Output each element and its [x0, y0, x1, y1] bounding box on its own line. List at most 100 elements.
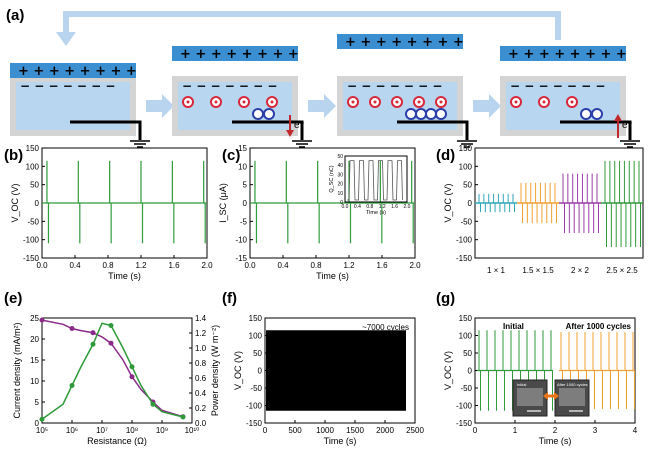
- panel-label-g: (g): [436, 290, 455, 307]
- photo-inset: Initial After 1000 cycles: [512, 379, 590, 417]
- y-axis-label: Current density (mA/m²): [12, 322, 22, 418]
- x-tick-label: 10¹⁰: [185, 426, 200, 435]
- top-plate: [10, 63, 136, 78]
- series-point: [150, 401, 156, 407]
- step-arrow: [308, 94, 336, 118]
- ion-red-core: [395, 100, 399, 104]
- panel-label-a: (a): [6, 7, 24, 24]
- x-tick-label: 10⁸: [126, 426, 138, 435]
- electrode: [232, 120, 304, 140]
- series-point: [180, 414, 186, 420]
- chart-c: -15 -10 -5 0 5 10 15 0.0 0.4 0.8 1.2 1.6 2.0 Time (s)…: [218, 144, 421, 281]
- category-label: 1.5 × 1.5: [522, 266, 554, 275]
- ion-red-core: [270, 100, 274, 104]
- y-tick-label: -100: [456, 402, 473, 411]
- y-tick-label: 100: [26, 162, 40, 171]
- series-point: [129, 374, 135, 380]
- x-tick-label: 1.2: [135, 261, 147, 270]
- x-tick-label: 1.2: [343, 261, 355, 270]
- category-label: 1 × 1: [487, 266, 506, 275]
- y-tick-label: 100: [459, 162, 473, 171]
- y-tick-label: -150: [456, 254, 473, 263]
- y-axis-label: I_SC (μA): [218, 183, 228, 223]
- plus-signs: + + + + + + + +: [18, 64, 137, 79]
- y-axis-label: V_OC (V): [443, 351, 453, 390]
- y-tick-label: 50: [253, 349, 262, 358]
- chart-d: -150 -100 -50 0 50 100 150 V_OC (V) 1 × 1 1.5 × 1…: [443, 144, 644, 275]
- swap-arrow-right: [554, 392, 559, 400]
- y-tick-label: 50: [463, 349, 472, 358]
- inset-y-tick-label: 0: [340, 200, 343, 206]
- inset-chart: 0 10 20 30 40 50 0.0 0.4 0.8 1.2 1.6 2.0 Time (s) Q_S…: [329, 154, 411, 216]
- x-axis-label: Time (s): [539, 436, 572, 446]
- series-point: [90, 330, 96, 336]
- series-point: [39, 416, 45, 422]
- ion-blue: [263, 108, 275, 120]
- photo-after-device: [559, 388, 585, 406]
- top-plate: [337, 34, 463, 49]
- panel-label-d: (d): [436, 147, 455, 164]
- series-point: [108, 340, 114, 346]
- x-tick-label: 2: [553, 426, 558, 435]
- y-tick-label: 25: [30, 314, 39, 323]
- ion-blue: [425, 108, 437, 120]
- top-plate: [172, 46, 298, 61]
- y-tick-label: 150: [249, 314, 263, 323]
- step-arrow: [473, 94, 501, 118]
- x-tick-label: 2.0: [409, 261, 421, 270]
- step-arrow: [146, 94, 174, 118]
- ion-red-core: [570, 100, 574, 104]
- inset-x-tick-label: 0.8: [366, 204, 373, 210]
- inset-y-tick-label: 40: [337, 163, 343, 169]
- return-arrow-line: [63, 11, 561, 40]
- y-tick-label: -50: [460, 384, 472, 393]
- plot-frame: [41, 317, 193, 424]
- ion-red-core: [186, 100, 190, 104]
- swap-arrow-left: [543, 392, 548, 400]
- x-tick-label: 2500: [406, 426, 424, 435]
- y-tick-label: 20: [30, 335, 39, 344]
- y-right-axis-label: Power density (W m⁻²): [210, 325, 220, 416]
- electrode: [397, 120, 469, 140]
- ion-blue: [252, 108, 264, 120]
- x-tick-label: 4: [633, 426, 638, 435]
- x-tick-label: 1: [513, 426, 518, 435]
- return-arrow-head: [56, 32, 76, 46]
- y-right-tick-label: 0.8: [195, 359, 207, 368]
- y-tick-label: 15: [238, 144, 247, 153]
- y-tick-label: -50: [460, 217, 472, 226]
- y-tick-label: 0: [35, 199, 40, 208]
- x-tick-label: 0.8: [310, 261, 322, 270]
- y-tick-label: -100: [23, 236, 40, 245]
- y-tick-label: -10: [235, 236, 247, 245]
- series-label-initial: Initial: [503, 322, 524, 331]
- y-tick-label: 50: [30, 181, 39, 190]
- y-right-tick-label: 0.2: [195, 404, 207, 413]
- minus-signs: − − − − − − −: [182, 79, 277, 93]
- y-right-tick-label: 0.6: [195, 374, 207, 383]
- y-tick-label: -50: [27, 217, 39, 226]
- chart-b: -150 -100 -50 0 50 100 150 0.0 0.4 0.8 1.2 1.6 2.0 Ti…: [10, 144, 213, 281]
- minus-signs: − − − − − − −: [510, 79, 605, 93]
- x-tick-label: 2000: [376, 426, 394, 435]
- electron-arrow-head: [614, 114, 622, 121]
- y-right-tick-label: 0.0: [195, 419, 207, 428]
- ion-red-core: [214, 100, 218, 104]
- y-tick-label: -50: [250, 384, 262, 393]
- series-point: [129, 364, 135, 370]
- series-label-after: After 1000 cycles: [566, 322, 632, 331]
- y-right-tick-label: 1.4: [195, 314, 207, 323]
- x-tick-label: 0.0: [244, 261, 256, 270]
- y-tick-label: -15: [235, 254, 247, 263]
- y-tick-label: -150: [246, 419, 263, 428]
- electron-label: e⁻: [294, 120, 305, 131]
- inset-x-tick-label: 0.4: [354, 204, 361, 210]
- series-point: [90, 341, 96, 347]
- x-tick-label: 10⁵: [36, 426, 48, 435]
- y-right-tick-label: 1.2: [195, 329, 207, 338]
- y-tick-label: -100: [456, 236, 473, 245]
- y-tick-label: 10: [238, 162, 247, 171]
- series-point: [39, 317, 45, 323]
